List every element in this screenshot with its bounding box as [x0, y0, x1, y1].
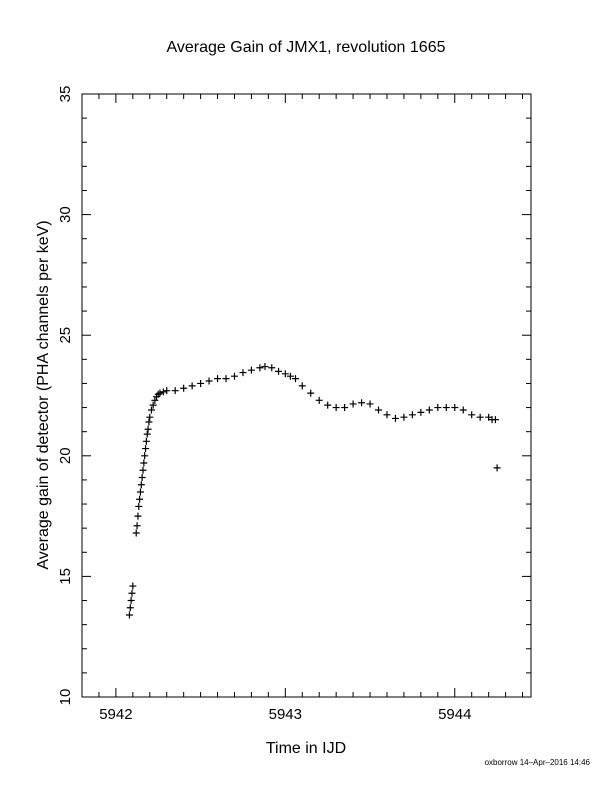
data-point — [358, 399, 366, 407]
data-point — [129, 582, 137, 590]
data-point — [134, 512, 142, 520]
data-point — [151, 396, 159, 404]
data-point — [256, 364, 264, 372]
data-point — [141, 452, 149, 460]
data-point — [400, 413, 408, 421]
data-point — [140, 459, 148, 467]
data-point — [180, 384, 188, 392]
y-tick-label: 15 — [57, 568, 74, 585]
data-point — [230, 372, 238, 380]
x-tick-label: 5943 — [269, 706, 302, 723]
data-point — [281, 370, 289, 378]
data-points — [125, 363, 501, 619]
data-point — [188, 382, 196, 390]
data-point — [315, 396, 323, 404]
data-point — [136, 495, 144, 503]
chart-title: Average Gain of JMX1, revolution 1665 — [167, 39, 446, 56]
data-point — [163, 387, 171, 395]
data-point — [268, 364, 276, 372]
data-point — [298, 382, 306, 390]
data-point — [126, 604, 134, 612]
data-point — [291, 375, 299, 383]
x-axis-label: Time in IJD — [266, 740, 346, 757]
data-point — [142, 437, 150, 445]
data-point — [366, 400, 374, 408]
data-point — [145, 418, 153, 426]
y-tick-label: 10 — [57, 689, 74, 706]
x-tick-label: 5942 — [99, 706, 132, 723]
data-point — [222, 375, 230, 383]
y-tick-label: 30 — [57, 206, 74, 223]
data-point — [128, 589, 136, 597]
data-point — [156, 389, 164, 397]
data-point — [408, 411, 416, 419]
data-point — [125, 611, 133, 619]
data-point — [127, 597, 135, 605]
data-point — [491, 416, 499, 424]
data-point — [425, 406, 433, 414]
y-axis-label: Average gain of detector (PHA channels p… — [35, 220, 52, 569]
data-point — [261, 363, 269, 371]
data-point — [147, 406, 155, 414]
data-point — [442, 404, 450, 412]
data-point — [451, 404, 459, 412]
data-point — [159, 388, 167, 396]
footer-credit: oxborrow 14–Apr–2016 14:46 — [484, 758, 590, 767]
data-point — [383, 411, 391, 419]
data-point — [171, 387, 179, 395]
data-point — [154, 390, 162, 398]
data-point — [476, 413, 484, 421]
data-point — [135, 502, 143, 510]
data-point — [239, 369, 247, 377]
data-point — [133, 522, 141, 530]
data-point — [493, 464, 501, 472]
data-point — [375, 406, 383, 414]
data-point — [205, 377, 213, 385]
data-point — [214, 375, 222, 383]
y-tick-label: 20 — [57, 447, 74, 464]
data-point — [417, 408, 425, 416]
data-point — [143, 430, 151, 438]
data-point — [275, 367, 283, 375]
data-point — [247, 366, 255, 374]
data-point — [132, 529, 140, 537]
data-point — [341, 404, 349, 412]
data-point — [142, 445, 150, 453]
data-point — [434, 404, 442, 412]
data-point — [468, 411, 476, 419]
data-point — [146, 413, 154, 421]
data-point — [197, 379, 205, 387]
data-point — [349, 400, 357, 408]
data-point — [307, 389, 315, 397]
data-point — [138, 474, 146, 482]
x-tick-label: 5944 — [438, 706, 471, 723]
data-point — [139, 466, 147, 474]
y-tick-label: 35 — [57, 86, 74, 103]
data-point — [332, 404, 340, 412]
data-point — [286, 372, 294, 380]
axis-ticks: 5942 5943 5944 10 15 20 25 30 35 — [57, 86, 531, 723]
data-point — [391, 414, 399, 422]
y-tick-label: 25 — [57, 327, 74, 344]
data-point — [137, 481, 145, 489]
data-point — [324, 401, 332, 409]
data-point — [136, 488, 144, 496]
data-point — [149, 401, 157, 409]
data-point — [144, 425, 152, 433]
data-point — [459, 406, 467, 414]
plot-frame — [81, 93, 532, 698]
